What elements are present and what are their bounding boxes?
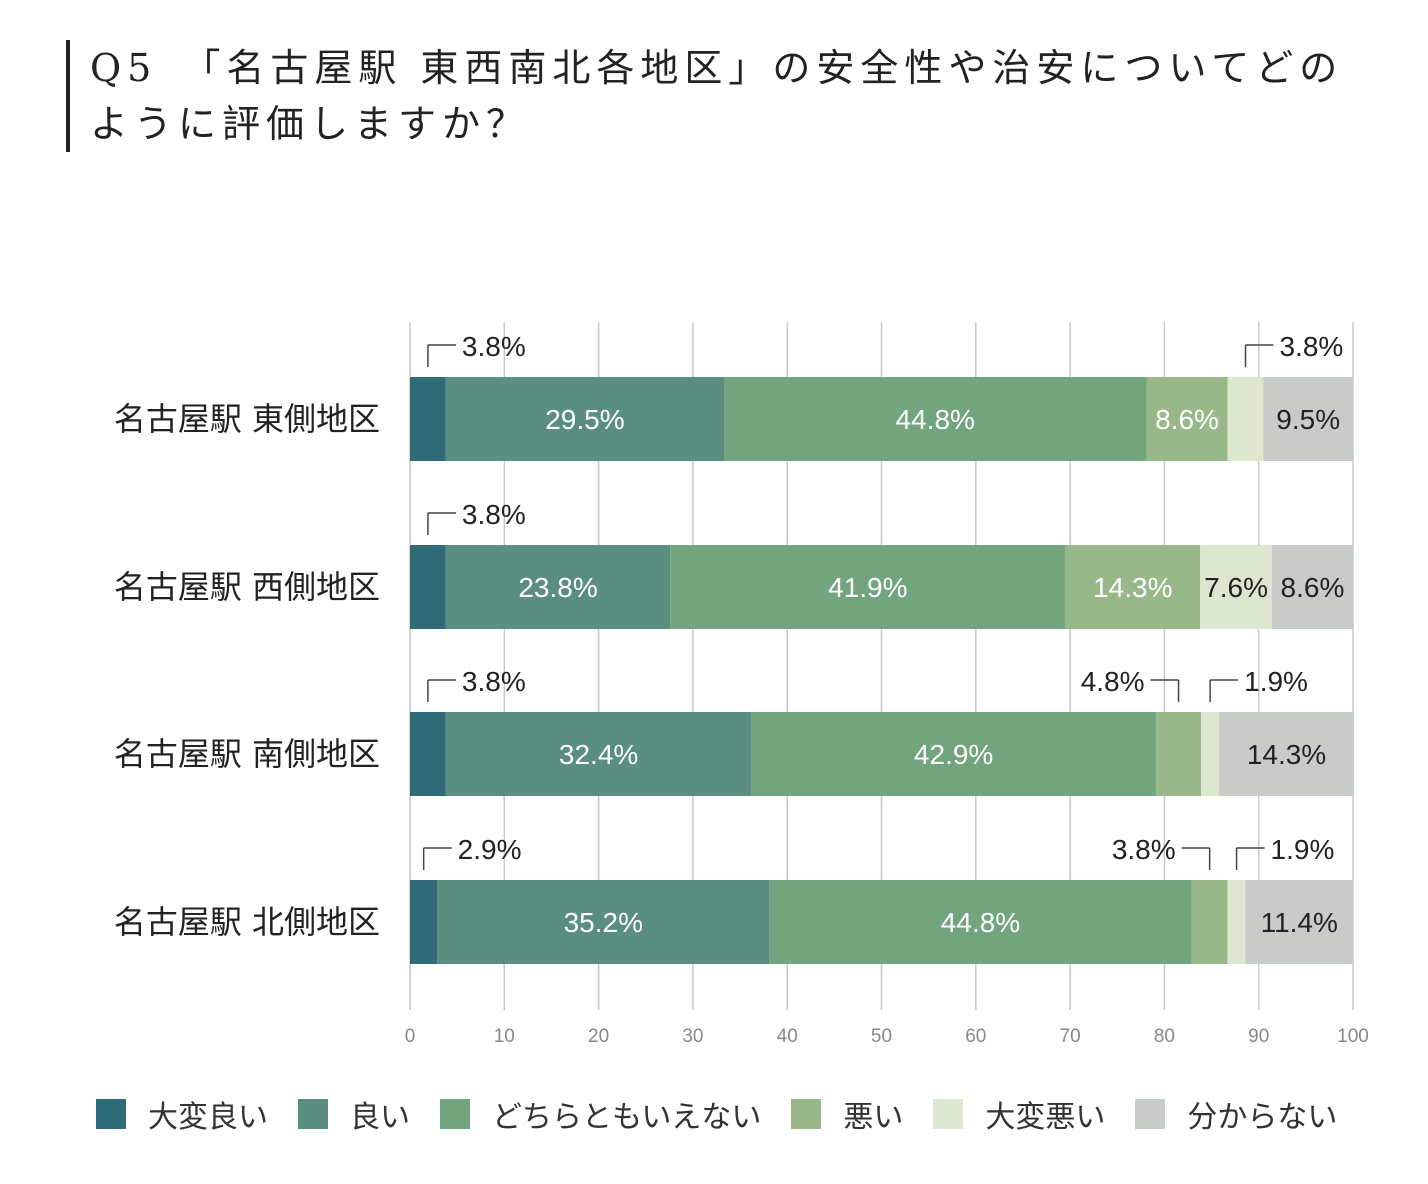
x-tick-label: 0 <box>405 1026 416 1047</box>
legend-label: どちらともいえない <box>492 1100 762 1135</box>
bar-segment <box>769 880 1192 964</box>
x-tick-label: 40 <box>777 1026 798 1047</box>
bar-segment <box>1227 880 1246 964</box>
data-label: 3.8% <box>1112 834 1176 865</box>
legend-item: 分からない <box>1135 1092 1337 1136</box>
legend-swatch <box>96 1099 126 1129</box>
x-tick-label: 50 <box>871 1026 892 1047</box>
bar-segment <box>1065 545 1201 629</box>
legend-item: 大変良い <box>96 1092 268 1136</box>
data-label: 11.4% <box>1261 907 1338 938</box>
bar-segment <box>1146 377 1228 461</box>
data-label: 3.8% <box>462 666 526 697</box>
data-label: 8.6% <box>1281 572 1345 603</box>
data-label: 1.9% <box>1244 666 1308 697</box>
title-block: Q5 「名古屋駅 東西南北各地区」の安全性や治安についてどのように評価しますか？ <box>66 40 1366 152</box>
data-label: 1.9% <box>1271 834 1335 865</box>
legend-swatch <box>1135 1099 1166 1129</box>
chart-title: Q5 「名古屋駅 東西南北各地区」の安全性や治安についてどのように評価しますか？ <box>90 46 1344 146</box>
legend-swatch <box>440 1099 470 1129</box>
bar-segment <box>751 712 1156 796</box>
data-label: 4.8% <box>1081 666 1145 697</box>
x-tick-label: 90 <box>1248 1026 1269 1047</box>
data-label: 44.8% <box>896 404 975 435</box>
bar-segment <box>1200 545 1272 629</box>
bar-segment <box>445 712 752 796</box>
bar-segment <box>1219 712 1354 796</box>
data-label: 44.8% <box>941 907 1020 938</box>
category-label: 名古屋駅 北側地区 <box>114 903 380 941</box>
x-tick-label: 20 <box>588 1026 609 1047</box>
bar-segment <box>1191 880 1228 964</box>
bar-segment <box>410 545 446 629</box>
bar-segment <box>410 377 446 461</box>
legend-swatch <box>298 1099 328 1129</box>
data-label: 3.8% <box>462 331 526 362</box>
category-label: 名古屋駅 東側地区 <box>114 400 380 438</box>
data-label: 29.5% <box>545 404 624 435</box>
data-label: 14.3% <box>1247 739 1326 770</box>
bar-segment <box>1227 377 1264 461</box>
category-label: 名古屋駅 南側地区 <box>114 735 380 773</box>
legend-item: 良い <box>298 1092 410 1136</box>
bar-segment <box>437 880 770 964</box>
data-label: 8.6% <box>1155 404 1219 435</box>
legend-label: 大変悪い <box>985 1100 1106 1135</box>
data-label: 23.8% <box>518 572 597 603</box>
x-tick-label: 30 <box>682 1026 703 1047</box>
bar-segment <box>724 377 1147 461</box>
legend: 大変良い 良い どちらともいえない 悪い 大変悪い 分からない <box>96 1092 1367 1136</box>
legend-label: 大変良い <box>148 1100 268 1135</box>
legend-swatch <box>791 1099 822 1129</box>
data-label: 3.8% <box>462 499 526 530</box>
bar-segment <box>670 545 1066 629</box>
legend-swatch <box>933 1099 964 1129</box>
data-label: 32.4% <box>559 739 638 770</box>
legend-item: 悪い <box>791 1092 903 1136</box>
data-label: 7.6% <box>1204 572 1268 603</box>
bar-segment <box>1201 712 1220 796</box>
data-label: 35.2% <box>564 907 643 938</box>
category-label: 名古屋駅 西側地区 <box>114 568 380 606</box>
legend-label: 分からない <box>1187 1100 1338 1135</box>
legend-item: どちらともいえない <box>440 1092 761 1136</box>
x-tick-label: 70 <box>1060 1026 1081 1047</box>
data-label: 2.9% <box>458 834 522 865</box>
legend-label: 悪い <box>843 1100 904 1135</box>
title-accent-bar <box>66 40 70 152</box>
data-label: 9.5% <box>1276 404 1340 435</box>
data-label: 42.9% <box>914 739 993 770</box>
data-label: 14.3% <box>1093 572 1172 603</box>
bar-segment <box>1271 545 1353 629</box>
bar-segment <box>410 880 438 964</box>
x-tick-label: 60 <box>965 1026 986 1047</box>
bar-segment <box>445 545 671 629</box>
bar-segment <box>410 712 446 796</box>
data-label: 3.8% <box>1279 331 1343 362</box>
bar-segment <box>445 377 725 461</box>
x-tick-label: 100 <box>1337 1026 1369 1047</box>
bar-segment <box>1155 712 1202 796</box>
data-label: 41.9% <box>828 572 907 603</box>
legend-label: 良い <box>350 1100 410 1135</box>
bar-segment <box>1245 880 1353 964</box>
x-tick-label: 80 <box>1154 1026 1175 1047</box>
x-tick-label: 10 <box>494 1026 515 1047</box>
bar-segment <box>1263 377 1353 461</box>
legend-item: 大変悪い <box>933 1092 1105 1136</box>
